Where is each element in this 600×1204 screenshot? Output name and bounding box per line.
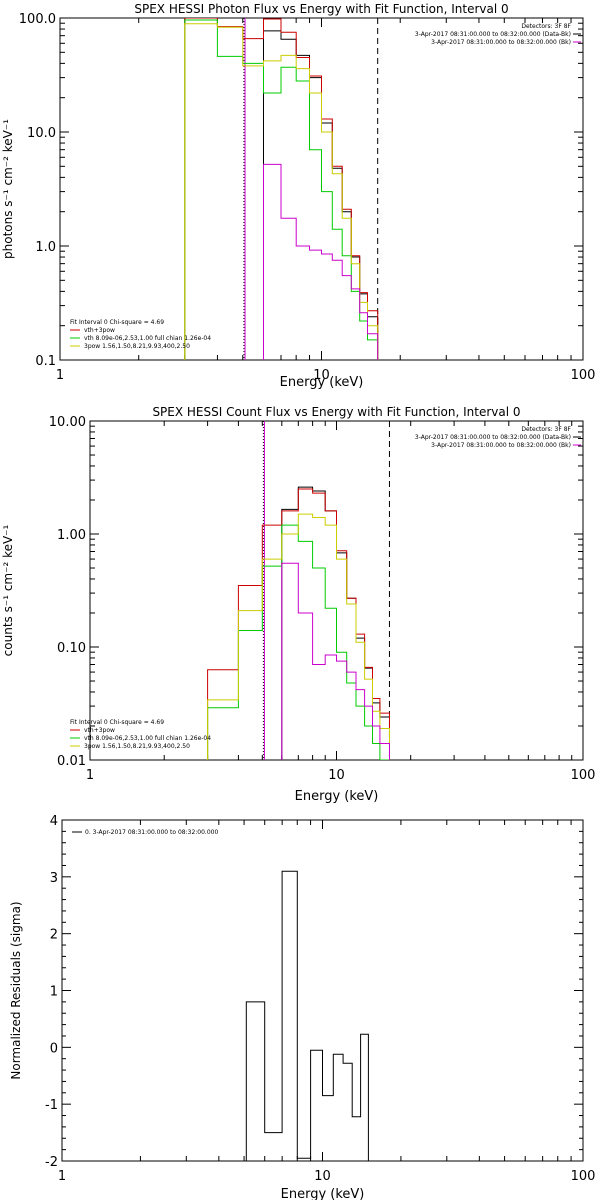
plot-frame bbox=[89, 420, 584, 761]
y-tick-label: 10.0 bbox=[27, 126, 56, 141]
interval-legend-entry: 3-Apr-2017 08:31:00.000 to 08:32:00.000 … bbox=[415, 31, 571, 38]
interval-legend-entry: 3-Apr-2017 08:31:00.000 to 08:32:00.000 … bbox=[431, 442, 571, 449]
y-tick-label: 4 bbox=[50, 814, 58, 829]
fit-legend-entry: 3pow 1.56,1.50,8.21,9.93,400,2.50 bbox=[84, 743, 190, 750]
fit-legend-header: Fit Interval 0 Chi-square = 4.69 bbox=[70, 319, 164, 326]
fit-legend-entry: vth+3pow bbox=[84, 727, 115, 734]
y-tick-label: 1.00 bbox=[57, 528, 86, 543]
chart-panel-3: Energy (keV) Normalized Residuals (sigma)… bbox=[9, 814, 596, 1202]
fit-legend-entry: 3pow 1.56,1.50,8.21,9.93,400,2.50 bbox=[84, 343, 190, 350]
x-tick-label: 100 bbox=[571, 768, 596, 783]
data-layer bbox=[184, 18, 379, 360]
series-bk bbox=[281, 562, 390, 760]
x-tick-label: 10 bbox=[313, 368, 330, 383]
chart-title: SPEX HESSI Count Flux vs Energy with Fit… bbox=[152, 405, 520, 419]
y-tick-label: -1 bbox=[45, 1098, 58, 1113]
y-axis-label: Normalized Residuals (sigma) bbox=[9, 901, 23, 1079]
y-tick-label: 1.0 bbox=[35, 240, 56, 255]
x-tick-label: 1 bbox=[58, 1169, 66, 1184]
fit-legend-entry: vth 8.09e-06,2.53,1.00 full chian 1.26e-… bbox=[84, 735, 211, 742]
residual-legend-entry: 0. 3-Apr-2017 08:31:00.000 to 08:32:00.0… bbox=[85, 829, 218, 836]
chart-panel-2: SPEX HESSI Count Flux vs Energy with Fit… bbox=[1, 405, 595, 804]
x-axis-label: Energy (keV) bbox=[295, 789, 379, 804]
y-tick-label: 10.00 bbox=[49, 415, 86, 430]
detectors-label: Detectors: 3F 8F bbox=[521, 23, 571, 30]
y-axis-label: photons s⁻¹ cm⁻² keV⁻¹ bbox=[1, 119, 15, 259]
chart-title: SPEX HESSI Photon Flux vs Energy with Fi… bbox=[134, 2, 508, 16]
fit-legend-entry: vth+3pow bbox=[84, 327, 115, 334]
data-layer bbox=[245, 870, 369, 1161]
x-tick-label: 100 bbox=[571, 1169, 596, 1184]
interval-legend-entry: 3-Apr-2017 08:31:00.000 to 08:32:00.000 … bbox=[415, 434, 571, 441]
series-bk bbox=[263, 163, 379, 360]
x-axis-label: Energy (keV) bbox=[280, 375, 364, 390]
y-tick-label: 1 bbox=[50, 985, 58, 1000]
data-layer bbox=[207, 421, 390, 760]
series-3pow bbox=[207, 513, 390, 760]
fit-legend-entry: vth 8.09e-06,2.53,1.00 full chian 1.26e-… bbox=[84, 335, 211, 342]
y-tick-label: 3 bbox=[50, 871, 58, 886]
x-tick-label: 10 bbox=[328, 768, 345, 783]
y-tick-label: -2 bbox=[45, 1155, 58, 1170]
detectors-label: Detectors: 3F 8F bbox=[521, 426, 571, 433]
chart-panel-1: SPEX HESSI Photon Flux vs Energy with Fi… bbox=[1, 2, 595, 390]
x-tick-label: 100 bbox=[571, 368, 596, 383]
y-tick-label: 0.1 bbox=[35, 354, 56, 369]
x-tick-label: 1 bbox=[56, 368, 64, 383]
plot-frame bbox=[61, 819, 584, 1162]
series-residuals bbox=[245, 870, 369, 1161]
x-axis-label: Energy (keV) bbox=[281, 1187, 365, 1200]
fit-legend-header: Fit Interval 0 Chi-square = 4.69 bbox=[70, 719, 164, 726]
interval-legend-entry: 3-Apr-2017 08:31:00.000 to 08:32:00.000 … bbox=[431, 39, 571, 46]
x-tick-label: 1 bbox=[86, 768, 94, 783]
y-tick-label: 100.0 bbox=[19, 12, 56, 27]
y-tick-label: 2 bbox=[50, 928, 58, 943]
y-axis-label: counts s⁻¹ cm⁻² keV⁻¹ bbox=[1, 524, 15, 656]
x-tick-label: 10 bbox=[314, 1169, 331, 1184]
y-tick-label: 0.01 bbox=[57, 754, 86, 769]
y-tick-label: 0 bbox=[50, 1041, 58, 1056]
y-tick-label: 0.10 bbox=[57, 641, 86, 656]
series-3pow bbox=[184, 23, 379, 360]
